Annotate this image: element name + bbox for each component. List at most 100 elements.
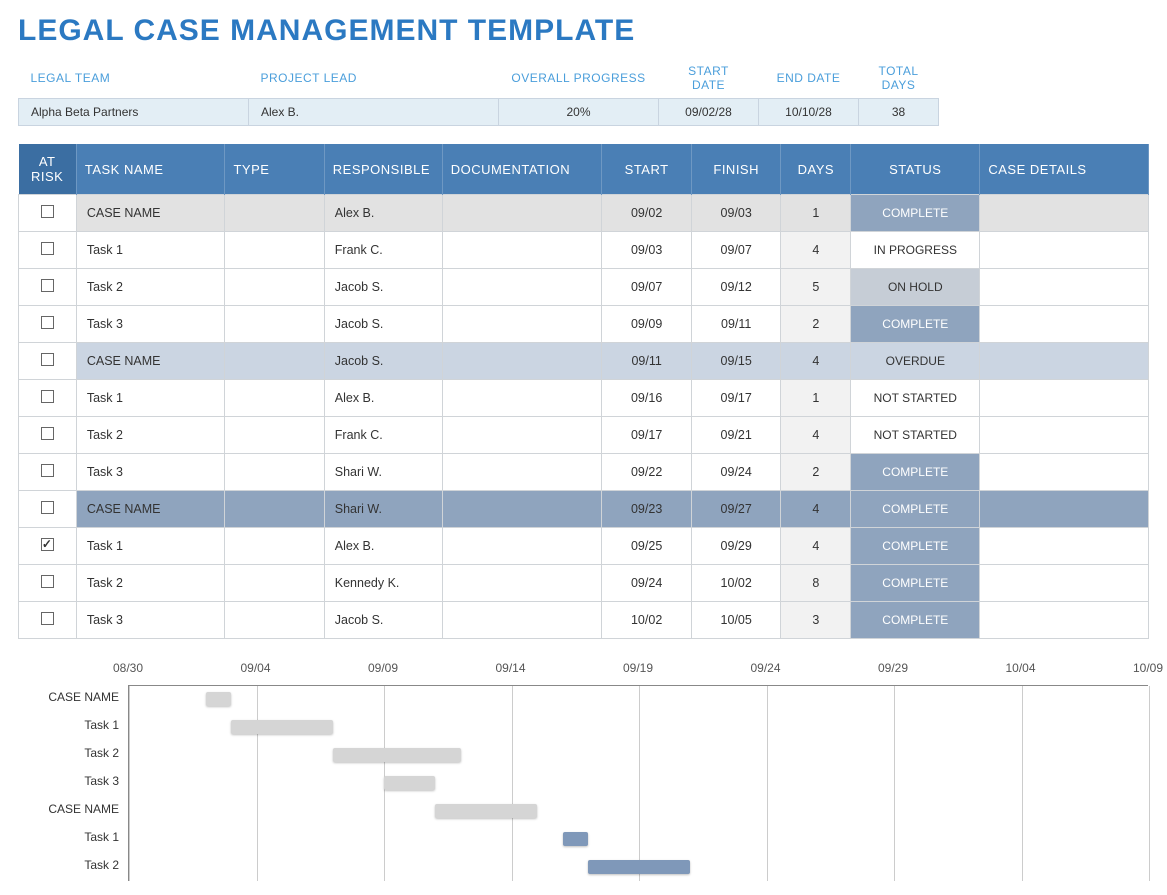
task-header-row: AT RISKTASK NAMETYPERESPONSIBLEDOCUMENTA… [19, 144, 1149, 195]
cell-at_risk[interactable] [19, 417, 77, 454]
cell-finish: 09/12 [691, 269, 781, 306]
task-header-finish: FINISH [691, 144, 781, 195]
cell-status: COMPLETE [851, 528, 980, 565]
cell-documentation [442, 417, 602, 454]
cell-days: 5 [781, 269, 851, 306]
status-badge: COMPLETE [851, 454, 979, 490]
task-header-documentation: DOCUMENTATION [442, 144, 602, 195]
cell-start: 09/07 [602, 269, 692, 306]
gantt-chart: 08/3009/0409/0909/1409/1909/2409/2910/04… [18, 661, 1149, 881]
cell-finish: 09/21 [691, 417, 781, 454]
cell-type [225, 417, 324, 454]
cell-type [225, 491, 324, 528]
gantt-row-label: Task 1 [84, 718, 129, 732]
cell-finish: 10/05 [691, 602, 781, 639]
cell-case_details [980, 454, 1149, 491]
summary-header-project_lead: PROJECT LEAD [249, 58, 499, 99]
cell-responsible: Alex B. [324, 528, 442, 565]
gridline [1149, 686, 1150, 881]
gantt-row-label: CASE NAME [48, 802, 129, 816]
task-header-responsible: RESPONSIBLE [324, 144, 442, 195]
cell-type [225, 195, 324, 232]
gantt-bar [563, 832, 589, 846]
cell-at_risk[interactable] [19, 195, 77, 232]
cell-type [225, 269, 324, 306]
cell-start: 09/09 [602, 306, 692, 343]
cell-at_risk[interactable] [19, 343, 77, 380]
gantt-axis: 08/3009/0409/0909/1409/1909/2409/2910/04… [128, 661, 1148, 685]
task-header-case_details: CASE DETAILS [980, 144, 1149, 195]
task-row: Task 3Jacob S.09/0909/112COMPLETE [19, 306, 1149, 343]
at-risk-checkbox[interactable] [41, 501, 54, 514]
task-row: Task 2Frank C.09/1709/214NOT STARTED [19, 417, 1149, 454]
status-badge: COMPLETE [851, 195, 979, 231]
summary-header-overall_progress: OVERALL PROGRESS [499, 58, 659, 99]
cell-at_risk[interactable] [19, 306, 77, 343]
cell-at_risk[interactable] [19, 232, 77, 269]
cell-start: 09/25 [602, 528, 692, 565]
cell-status: COMPLETE [851, 454, 980, 491]
at-risk-checkbox[interactable] [41, 612, 54, 625]
gantt-bar [435, 804, 537, 818]
cell-start: 09/02 [602, 195, 692, 232]
cell-finish: 09/11 [691, 306, 781, 343]
cell-finish: 09/24 [691, 454, 781, 491]
cell-task_name: Task 2 [76, 565, 225, 602]
axis-label: 10/09 [1133, 661, 1163, 675]
gantt-row-label: Task 2 [84, 746, 129, 760]
cell-type [225, 602, 324, 639]
cell-case_details [980, 195, 1149, 232]
summary-table: LEGAL TEAMPROJECT LEADOVERALL PROGRESSST… [18, 58, 939, 126]
status-badge: NOT STARTED [851, 380, 979, 416]
cell-task_name: Task 1 [76, 528, 225, 565]
at-risk-checkbox[interactable] [41, 279, 54, 292]
axis-label: 09/19 [623, 661, 653, 675]
status-badge: COMPLETE [851, 602, 979, 638]
status-badge: ON HOLD [851, 269, 979, 305]
summary-header-end_date: END DATE [759, 58, 859, 99]
cell-status: COMPLETE [851, 602, 980, 639]
at-risk-checkbox[interactable] [41, 575, 54, 588]
cell-at_risk[interactable] [19, 491, 77, 528]
cell-at_risk[interactable] [19, 454, 77, 491]
cell-status: NOT STARTED [851, 380, 980, 417]
at-risk-checkbox[interactable] [41, 242, 54, 255]
cell-case_details [980, 232, 1149, 269]
gantt-bar [588, 860, 690, 874]
cell-start: 09/16 [602, 380, 692, 417]
at-risk-checkbox[interactable] [41, 427, 54, 440]
cell-at_risk[interactable] [19, 269, 77, 306]
at-risk-checkbox[interactable] [41, 390, 54, 403]
cell-documentation [442, 454, 602, 491]
summary-value-row: Alpha Beta PartnersAlex B.20%09/02/2810/… [19, 99, 939, 126]
at-risk-checkbox[interactable] [41, 538, 54, 551]
cell-at_risk[interactable] [19, 602, 77, 639]
status-badge: COMPLETE [851, 565, 979, 601]
cell-days: 4 [781, 417, 851, 454]
cell-finish: 09/07 [691, 232, 781, 269]
status-badge: NOT STARTED [851, 417, 979, 453]
cell-at_risk[interactable] [19, 380, 77, 417]
summary-header-total_days: TOTAL DAYS [859, 58, 939, 99]
cell-task_name: CASE NAME [76, 343, 225, 380]
cell-responsible: Jacob S. [324, 343, 442, 380]
cell-finish: 09/29 [691, 528, 781, 565]
at-risk-checkbox[interactable] [41, 464, 54, 477]
at-risk-checkbox[interactable] [41, 353, 54, 366]
task-row: CASE NAMEAlex B.09/0209/031COMPLETE [19, 195, 1149, 232]
cell-case_details [980, 343, 1149, 380]
cell-documentation [442, 195, 602, 232]
cell-responsible: Alex B. [324, 195, 442, 232]
task-row: Task 1Frank C.09/0309/074IN PROGRESS [19, 232, 1149, 269]
cell-finish: 09/17 [691, 380, 781, 417]
cell-finish: 09/27 [691, 491, 781, 528]
cell-at_risk[interactable] [19, 528, 77, 565]
at-risk-checkbox[interactable] [41, 205, 54, 218]
cell-days: 2 [781, 454, 851, 491]
at-risk-checkbox[interactable] [41, 316, 54, 329]
cell-days: 1 [781, 195, 851, 232]
cell-at_risk[interactable] [19, 565, 77, 602]
cell-responsible: Jacob S. [324, 269, 442, 306]
gantt-row: CASE NAME [129, 686, 1148, 714]
cell-days: 1 [781, 380, 851, 417]
